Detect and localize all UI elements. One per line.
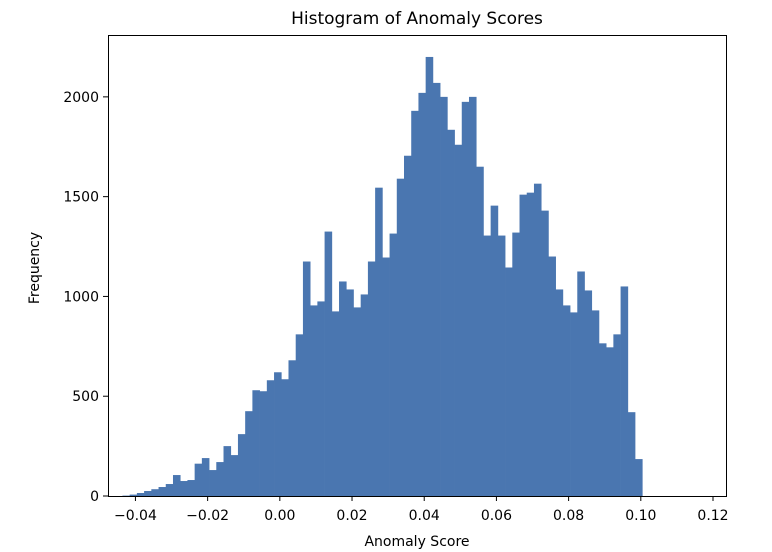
y-tick-label: 1000 <box>63 289 99 305</box>
histogram-bar <box>346 289 354 496</box>
histogram-bar <box>266 380 275 496</box>
y-tick-label: 2000 <box>63 90 99 106</box>
histogram-bar <box>259 391 268 496</box>
histogram-bar <box>476 166 484 496</box>
histogram-bar <box>570 312 578 496</box>
chart-title: Histogram of Anomaly Scores <box>291 9 543 29</box>
histogram-bar <box>324 231 333 496</box>
histogram-bar <box>245 411 253 496</box>
histogram-bar <box>606 347 614 496</box>
histogram-bar <box>396 178 405 496</box>
histogram-bar <box>591 310 600 496</box>
histogram-bar <box>505 267 513 496</box>
histogram-bar <box>230 455 239 496</box>
y-axis-label: Frequency <box>27 232 43 304</box>
histogram-bar <box>331 311 340 496</box>
histogram-bar <box>375 187 383 497</box>
histogram-bar <box>526 192 535 496</box>
histogram-bar <box>158 487 167 496</box>
histogram-bar <box>367 261 376 496</box>
histogram-bar <box>555 289 564 496</box>
histogram-bar <box>620 286 629 496</box>
histogram-bar <box>302 261 311 496</box>
histogram-bar <box>237 434 246 496</box>
histogram-bar <box>598 343 607 496</box>
histogram-bar <box>425 56 434 496</box>
histogram-bar <box>461 101 470 496</box>
histogram-bar <box>411 110 419 496</box>
histogram-bar <box>223 446 232 496</box>
histogram-bar <box>447 129 455 497</box>
x-axis-label: Anomaly Score <box>364 534 469 550</box>
histogram-bar <box>353 307 362 496</box>
x-tick-label: 0.02 <box>336 508 367 524</box>
histogram-bar <box>194 463 203 496</box>
x-axis-ticks: −0.04 −0.02 0.00 0.02 0.04 0.06 0.08 0.10 0.12 <box>114 496 729 524</box>
histogram-bar <box>382 257 390 496</box>
x-tick-label: −0.04 <box>114 508 157 524</box>
histogram-bar <box>584 290 593 496</box>
histogram-bar <box>627 412 636 496</box>
histogram-bar <box>613 334 621 496</box>
histogram-bar <box>541 210 549 496</box>
histogram-bar <box>136 493 145 496</box>
histogram-bar <box>281 379 289 496</box>
histogram-bar <box>129 494 138 496</box>
histogram-bar <box>144 491 152 496</box>
histogram-bar <box>635 459 643 496</box>
y-tick-label: 0 <box>90 489 99 505</box>
histogram-bar <box>252 390 260 496</box>
histogram-bar <box>317 301 325 496</box>
x-tick-label: 0.08 <box>553 508 584 524</box>
histogram-bar <box>209 470 217 496</box>
histogram-bar <box>180 481 188 496</box>
x-tick-label: 0.06 <box>481 508 512 524</box>
histogram-bar <box>404 155 412 497</box>
bars-group <box>122 56 643 497</box>
histogram-bar <box>548 256 556 496</box>
histogram-bar <box>512 232 520 496</box>
histogram-bar <box>440 96 448 497</box>
histogram-bar <box>187 480 195 496</box>
y-axis-ticks: 0 500 1000 1500 2000 <box>63 90 108 505</box>
histogram-bar <box>360 294 369 496</box>
histogram-bar <box>151 489 159 496</box>
histogram-bar <box>339 281 347 496</box>
histogram-bar <box>418 92 427 497</box>
histogram-bar <box>288 360 297 496</box>
histogram-bar <box>201 458 210 496</box>
histogram-bar <box>295 334 304 496</box>
histogram-bar <box>562 305 571 496</box>
histogram-bar <box>533 183 542 496</box>
histogram-bar <box>454 144 463 496</box>
y-tick-label: 1500 <box>63 190 99 206</box>
histogram-bar <box>172 475 181 496</box>
plot-frame <box>108 35 727 497</box>
histogram-bar <box>432 82 441 497</box>
x-tick-label: 0.12 <box>697 508 728 524</box>
x-tick-label: 0.04 <box>409 508 440 524</box>
histogram-bar <box>165 484 174 496</box>
x-tick-label: −0.02 <box>186 508 229 524</box>
histogram-bar <box>497 235 506 496</box>
histogram-bar <box>389 233 398 496</box>
histogram-bar <box>483 235 491 496</box>
x-tick-label: 0.00 <box>264 508 295 524</box>
histogram-bar <box>216 462 224 496</box>
x-tick-label: 0.10 <box>625 508 656 524</box>
histogram-bar <box>468 96 477 497</box>
histogram-bar <box>519 194 528 496</box>
histogram-bar <box>274 372 282 496</box>
histogram-bar <box>310 305 318 496</box>
y-tick-label: 500 <box>72 389 99 405</box>
histogram-bar <box>490 205 499 496</box>
histogram-bar <box>577 271 585 496</box>
